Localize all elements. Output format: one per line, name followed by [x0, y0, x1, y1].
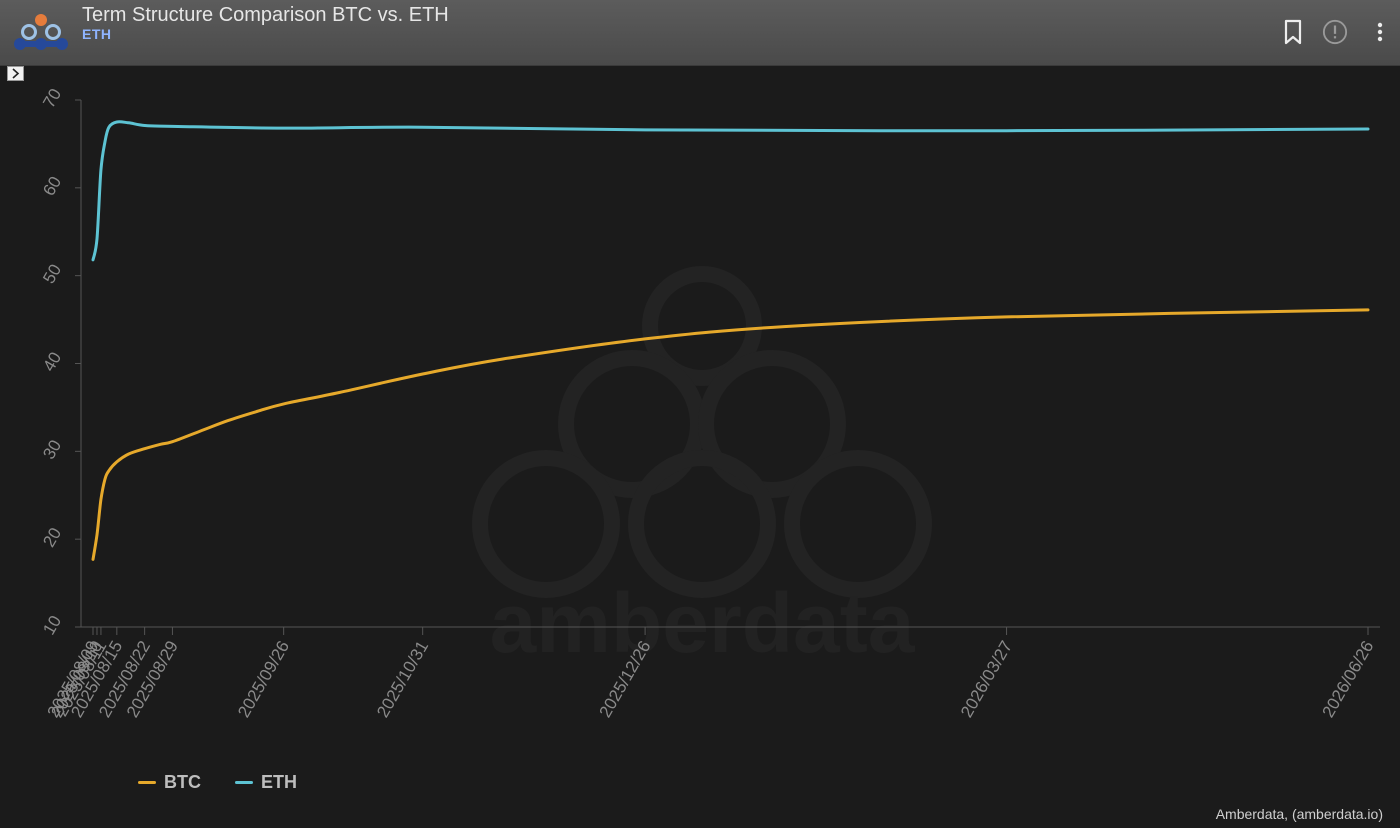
bookmark-icon[interactable] [1280, 18, 1306, 46]
legend-swatch-btc [138, 780, 156, 784]
series-line-btc [91, 308, 1370, 561]
y-tick-label: 20 [39, 524, 65, 550]
y-tick-label: 70 [39, 85, 65, 111]
chart-subtitle: ETH [82, 26, 112, 42]
info-icon[interactable] [1322, 18, 1348, 46]
series-line-eth [91, 120, 1370, 262]
y-tick-label: 40 [39, 349, 65, 375]
chart-series [91, 120, 1370, 561]
legend-item-btc[interactable]: BTC [138, 772, 201, 793]
y-tick-label: 10 [39, 612, 65, 638]
legend-label-eth: ETH [261, 771, 297, 792]
legend-swatch-eth [235, 780, 253, 784]
legend-item-eth[interactable]: ETH [235, 772, 297, 793]
data-credit: Amberdata, (amberdata.io) [1215, 806, 1383, 822]
chart-title: Term Structure Comparison BTC vs. ETH [82, 4, 449, 26]
watermark [472, 266, 932, 598]
sidebar-toggle-button[interactable] [7, 66, 24, 81]
legend-label-btc: BTC [164, 771, 201, 792]
x-tick-label: 2026/03/27 [957, 638, 1016, 721]
y-tick-label: 50 [39, 261, 65, 287]
chart-header: Term Structure Comparison BTC vs. ETH ET… [0, 0, 1400, 66]
x-tick-label: 2025/10/31 [373, 638, 432, 721]
watermark-text: amberdata [490, 576, 916, 670]
x-tick-label: 2025/09/26 [234, 638, 293, 721]
term-structure-chart: amberdata 102030405060702025/08/092025/0… [39, 85, 1380, 721]
y-tick-label: 30 [39, 437, 65, 463]
chart-legend: BTC ETH [138, 770, 297, 794]
more-vertical-icon[interactable] [1368, 18, 1392, 46]
y-tick-label: 60 [39, 173, 65, 199]
logo-icon [14, 14, 68, 50]
chevron-right-icon [12, 68, 20, 79]
x-tick-label: 2026/06/26 [1318, 638, 1377, 721]
